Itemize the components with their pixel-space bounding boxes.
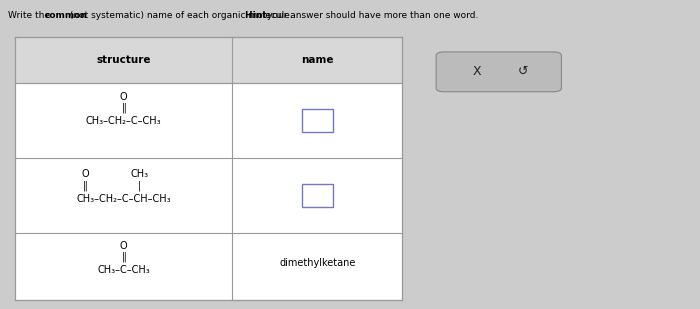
Text: your answer should have more than one word.: your answer should have more than one wo… <box>267 11 478 20</box>
Text: ↺: ↺ <box>517 65 528 78</box>
Text: O: O <box>81 169 89 179</box>
Bar <box>302 184 333 206</box>
Text: CH₃: CH₃ <box>130 169 148 179</box>
Text: Write the: Write the <box>8 11 53 20</box>
Text: common: common <box>45 11 88 20</box>
Text: ‖: ‖ <box>121 103 126 113</box>
Text: structure: structure <box>97 55 151 65</box>
Text: CH₃–C–CH₃: CH₃–C–CH₃ <box>97 265 150 275</box>
Text: X: X <box>473 65 482 78</box>
Text: (not systematic) name of each organic molecule.: (not systematic) name of each organic mo… <box>66 11 295 20</box>
Text: O: O <box>120 241 127 252</box>
Text: CH₃–CH₂–C–CH–CH₃: CH₃–CH₂–C–CH–CH₃ <box>76 194 171 204</box>
Bar <box>15 37 402 83</box>
Text: dimethylketane: dimethylketane <box>279 258 356 269</box>
FancyBboxPatch shape <box>436 52 561 92</box>
Text: O: O <box>120 92 127 102</box>
Text: ‖: ‖ <box>121 252 126 262</box>
Text: name: name <box>301 55 334 65</box>
Bar <box>15 37 402 300</box>
Text: Hint:: Hint: <box>245 11 274 20</box>
Bar <box>302 109 333 132</box>
Text: ‖: ‖ <box>83 180 88 191</box>
Text: |: | <box>138 180 141 191</box>
Text: CH₃–CH₂–C–CH₃: CH₃–CH₂–C–CH₃ <box>86 116 162 125</box>
